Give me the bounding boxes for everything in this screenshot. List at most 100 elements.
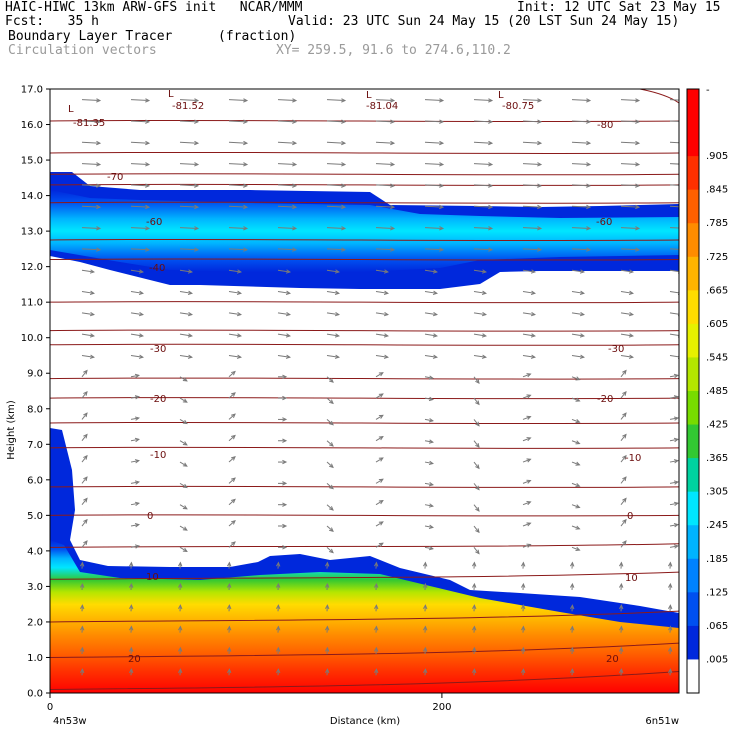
circulation-vector-head — [383, 290, 390, 295]
circulation-vector-head — [475, 528, 480, 534]
circulation-vector-head — [575, 504, 581, 509]
circulation-vector-head — [145, 98, 151, 103]
circulation-vector-head — [622, 390, 627, 396]
circulation-vector-head — [575, 525, 581, 530]
circulation-vector-head — [325, 561, 330, 567]
x-tick-label: 0 — [47, 702, 53, 713]
circulation-vector — [277, 291, 290, 294]
circulation-vector-head — [575, 376, 581, 381]
circulation-vector-head — [231, 456, 236, 461]
circulation-vector-head — [668, 582, 673, 588]
circulation-vector — [228, 248, 248, 251]
circulation-vector — [571, 291, 584, 294]
contour-label: -30 — [608, 344, 624, 355]
colorbar-label: .665 — [706, 285, 728, 296]
circulation-vector-head — [134, 395, 141, 400]
circulation-vector — [130, 248, 150, 251]
circulation-vector-head — [341, 247, 347, 252]
circulation-vector — [130, 227, 150, 229]
circulation-vector-head — [182, 483, 188, 489]
circulation-vector-head — [475, 549, 480, 555]
circulation-vector — [179, 269, 192, 273]
circulation-vector — [473, 354, 486, 358]
circulation-vector — [179, 504, 188, 510]
circulation-vector — [326, 419, 334, 426]
circulation-vector-head — [488, 98, 494, 103]
circulation-vector — [669, 417, 678, 420]
circulation-vector — [375, 120, 395, 123]
circulation-vector-head — [488, 162, 494, 167]
circulation-vector-head — [292, 183, 298, 188]
circulation-vector — [326, 120, 346, 123]
circulation-vector-head — [243, 204, 249, 210]
y-tick-label: 15.0 — [21, 156, 43, 167]
upper-tracer-core — [50, 190, 679, 272]
circulation-vector — [424, 269, 437, 273]
circulation-vector — [473, 461, 480, 469]
circulation-vector-head — [628, 269, 635, 274]
circulation-vector — [473, 227, 493, 229]
circulation-vector — [179, 546, 188, 552]
circulation-vector-head — [428, 524, 435, 529]
circulation-vector — [228, 99, 248, 102]
colorbar-label: - — [706, 85, 710, 96]
circulation-vector — [179, 291, 192, 294]
circulation-vector-head — [178, 604, 183, 610]
circulation-vector-head — [334, 354, 341, 359]
contour-label: -81.52 — [172, 101, 204, 112]
circulation-vector — [179, 376, 188, 382]
circulation-vector — [179, 418, 188, 424]
circulation-vector — [473, 397, 480, 405]
circulation-vector — [130, 460, 139, 463]
circulation-vector — [228, 227, 248, 229]
colorbar-swatch — [687, 491, 699, 526]
circulation-vector — [424, 418, 433, 422]
circulation-vector-head — [178, 625, 183, 631]
circulation-vector — [81, 120, 101, 123]
circulation-vector-head — [145, 204, 151, 210]
circulation-vector — [179, 120, 199, 123]
colorbar-label: .365 — [706, 453, 728, 464]
circulation-vector-head — [182, 419, 188, 425]
circulation-vector-head — [194, 98, 200, 103]
circulation-vector-head — [83, 497, 88, 503]
contour-label: 20 — [606, 654, 619, 665]
circulation-vector-head — [129, 604, 134, 610]
contour-label: -80.75 — [502, 101, 534, 112]
field-name: Boundary Layer Tracer — [8, 29, 173, 44]
circulation-vector-head — [439, 183, 445, 188]
circulation-vector — [424, 397, 433, 401]
circulation-vector — [228, 291, 241, 294]
circulation-vector-head — [178, 646, 183, 652]
circulation-vector — [620, 227, 640, 229]
circulation-vector-head — [673, 501, 679, 507]
circulation-vector — [277, 269, 290, 273]
circulation-vector-head — [292, 98, 298, 103]
circulation-vector — [522, 522, 531, 527]
circulation-vector — [81, 391, 88, 399]
circulation-vector — [277, 248, 297, 251]
circulation-vector-head — [579, 311, 586, 317]
circulation-vector — [277, 120, 297, 123]
circulation-vector-head — [187, 311, 194, 317]
circulation-vector — [375, 542, 384, 548]
circulation-vector — [179, 312, 192, 316]
circulation-vector-head — [329, 463, 334, 469]
circulation-vector — [522, 354, 535, 358]
circulation-vector-head — [472, 668, 477, 674]
circulation-vector — [326, 504, 334, 511]
circulation-vector-head — [334, 333, 341, 338]
circulation-vector-head — [537, 247, 543, 252]
circulation-vector-head — [488, 183, 494, 188]
circulation-vector-head — [83, 369, 88, 375]
circulation-vector-head — [390, 183, 396, 188]
contour-label: -20 — [150, 394, 166, 405]
circulation-vector-head — [329, 442, 334, 447]
circulation-vector — [179, 482, 188, 488]
circulation-vector-head — [423, 625, 428, 631]
circulation-vector — [179, 333, 192, 337]
circulation-vector-head — [673, 544, 679, 549]
circulation-vector — [179, 248, 199, 251]
circulation-vector — [522, 394, 531, 399]
circulation-vector — [669, 438, 678, 442]
